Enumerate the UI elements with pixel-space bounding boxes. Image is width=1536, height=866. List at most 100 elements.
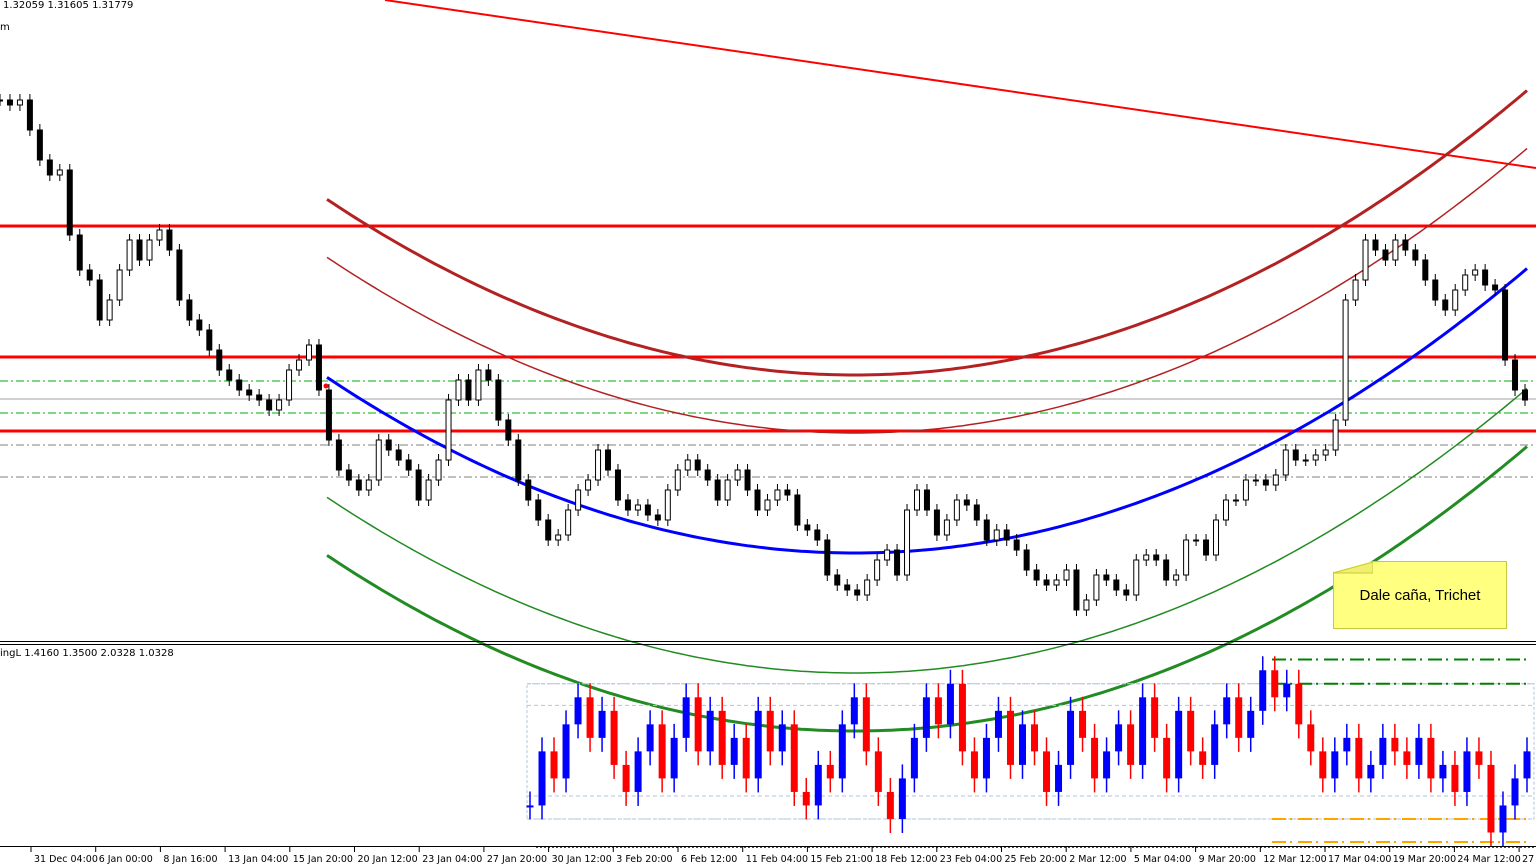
oscillator-bar [682, 697, 690, 738]
candle-body [963, 499, 970, 506]
candle-body [585, 479, 592, 491]
x-tick-label: 24 Mar 12:00 [1457, 854, 1520, 865]
candle-body [1312, 454, 1319, 461]
oscillator-bar [1355, 737, 1363, 779]
oscillator-bar [994, 710, 1002, 738]
oscillator-bar [1499, 805, 1507, 833]
time-axis: 16:0031 Dec 04:006 Jan 00:008 Jan 16:001… [0, 846, 1536, 865]
oscillator-bar [1043, 751, 1051, 792]
candle-body [365, 479, 372, 491]
candle-body [525, 479, 532, 501]
candle-body [565, 509, 572, 536]
candle-body [784, 489, 791, 496]
candle-body [814, 529, 821, 541]
candle-body [405, 459, 412, 471]
candle-body [1222, 499, 1229, 521]
oscillator-bar [718, 710, 726, 765]
candle-body [1163, 559, 1170, 581]
oscillator-bar [694, 697, 702, 752]
candle-body [475, 369, 482, 401]
candle-body [634, 504, 641, 511]
candle-body [724, 479, 731, 501]
candle-body [1502, 289, 1509, 361]
oscillator-bar [1079, 710, 1087, 738]
oscillator-bar [874, 751, 882, 792]
x-tick-label: 23 Jan 04:00 [422, 854, 482, 865]
x-tick-label: 17 Mar 04:00 [1328, 854, 1391, 865]
oscillator-bar [1319, 751, 1327, 779]
oscillator-pane [526, 656, 1535, 847]
candle-body [325, 389, 332, 441]
x-tick-label: 27 Jan 20:00 [487, 854, 547, 865]
candle-body [1183, 539, 1190, 576]
x-tick-label: 2 Mar 12:00 [1069, 854, 1126, 865]
oscillator-bar [706, 710, 714, 752]
oscillator-bar [886, 791, 894, 819]
candle-body [256, 394, 263, 401]
candle-body [166, 229, 173, 251]
candle-body [296, 359, 303, 371]
candle-body [734, 469, 741, 481]
oscillator-bar [1331, 751, 1339, 779]
oscillator-bar [898, 778, 906, 819]
candle-body [266, 399, 273, 411]
oscillator-bar [922, 697, 930, 738]
note-fold-icon [1333, 561, 1373, 574]
oscillator-bar [1463, 751, 1471, 792]
x-tick-label: 3 Feb 20:00 [616, 854, 672, 865]
oscillator-bar [1067, 710, 1075, 765]
candle-body [276, 399, 283, 411]
candle-body [1422, 259, 1429, 281]
oscillator-bar [586, 697, 594, 738]
candle-body [246, 389, 253, 396]
candle-body [1482, 269, 1489, 286]
oscillator-bar [946, 683, 954, 725]
candle-body [425, 479, 432, 501]
candle-body [136, 239, 143, 261]
candle-body [226, 369, 233, 381]
candle-body [505, 419, 512, 441]
candle-body [674, 469, 681, 491]
candle-body [754, 489, 761, 511]
candle-body [694, 459, 701, 471]
x-tick-label: 13 Jan 04:00 [228, 854, 288, 865]
x-tick-label: 18 Feb 12:00 [875, 854, 937, 865]
oscillator-bar [766, 710, 774, 752]
period-label: m [0, 22, 10, 33]
candle-body [864, 579, 871, 596]
candle-body [485, 369, 492, 381]
candle-body [385, 439, 392, 451]
oscillator-bar [1391, 737, 1399, 752]
signal-dot [323, 383, 329, 389]
oscillator-bar [1091, 737, 1099, 779]
candle-body [116, 269, 123, 301]
x-tick-label: 11 Feb 04:00 [746, 854, 808, 865]
oscillator-bar [610, 710, 618, 765]
candle-body [953, 499, 960, 521]
oscillator-bar [970, 751, 978, 779]
candle-body [714, 479, 721, 501]
candle-body [644, 504, 651, 516]
x-tick-label: 6 Feb 12:00 [681, 854, 737, 865]
candle-body [1292, 449, 1299, 461]
candle-body [156, 229, 163, 241]
oscillator-bar [982, 737, 990, 779]
oscillator-bar [1415, 737, 1423, 765]
candle-body [455, 379, 462, 401]
candle-body [1232, 499, 1239, 502]
candle-body [1093, 574, 1100, 601]
candle-body [1003, 529, 1010, 541]
x-tick-label: 27 Mar 04:00 [1522, 854, 1536, 865]
candle-body [595, 449, 602, 481]
oscillator-bar [1127, 724, 1135, 765]
candle-body [1123, 589, 1130, 596]
oscillator-bar [1295, 683, 1303, 725]
candle-body [1252, 479, 1259, 482]
candle-body [1402, 239, 1409, 251]
candle-body [435, 459, 442, 481]
oscillator-bar [1006, 710, 1014, 765]
oscillator-bar [1451, 764, 1459, 792]
candle-body [605, 449, 612, 471]
candle-body [575, 489, 582, 511]
